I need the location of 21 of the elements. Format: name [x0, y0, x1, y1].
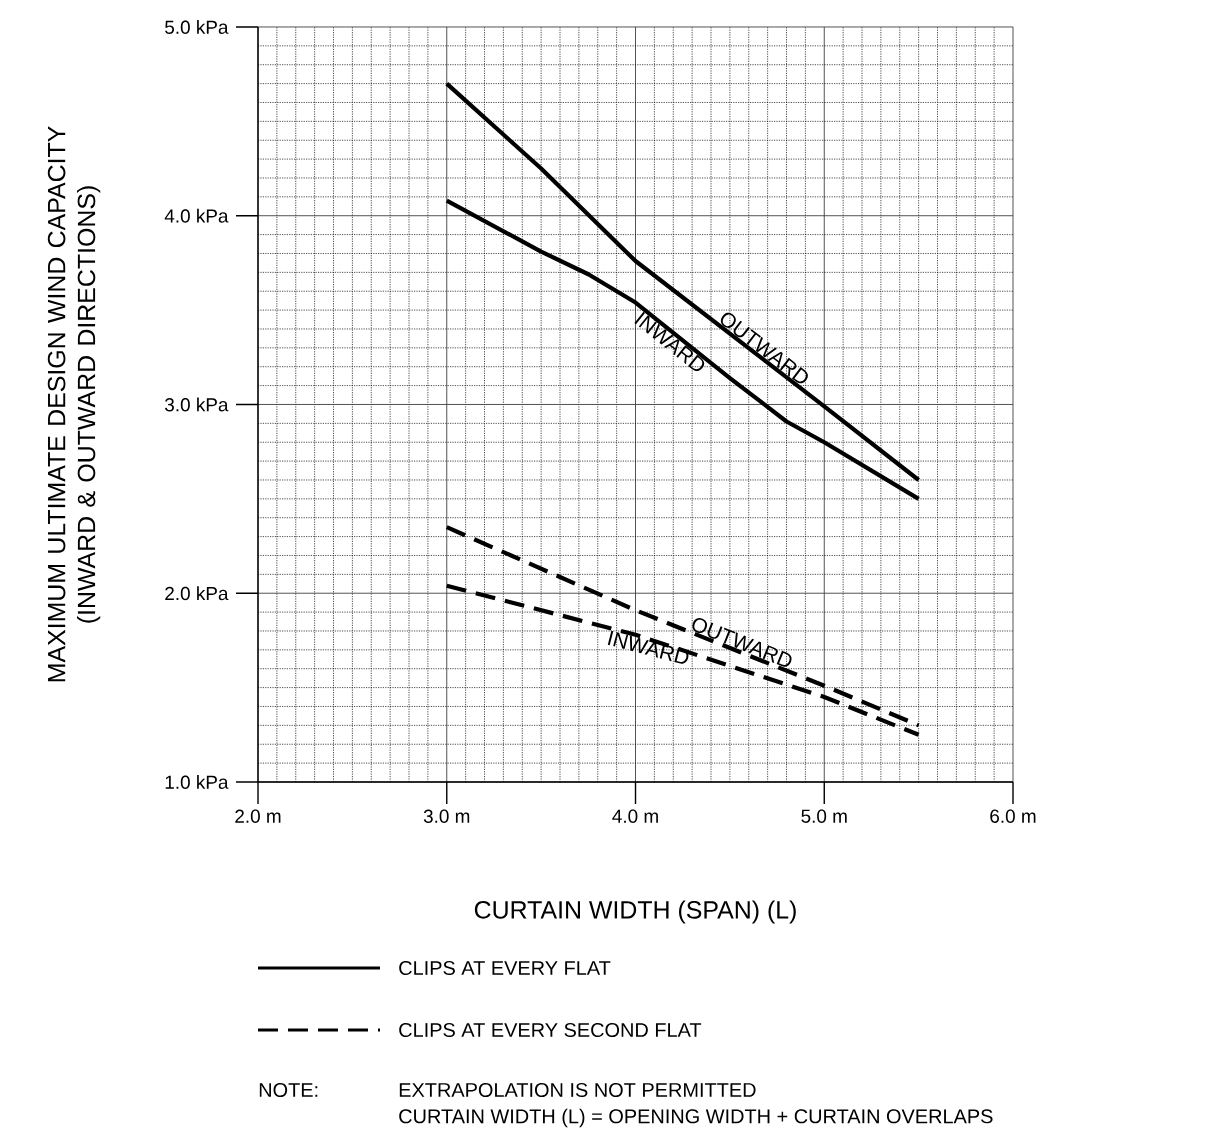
- y-tick-label: 5.0 kPa: [165, 20, 229, 34]
- text: CLIPS AT EVERY FLAT: [399, 960, 611, 976]
- y-axis-title: MAXIMUM ULTIMATE DESIGN WIND CAPACITY (INWARD & OUTWARD DIRECTIONS): [47, 126, 101, 682]
- x-axis-title: CURTAIN WIDTH (SPAN) (L): [474, 900, 796, 924]
- line-series: [444, 525, 921, 728]
- x-tick-label: 6.0 m: [990, 809, 1036, 823]
- text: CLIPS AT EVERY SECOND FLAT: [399, 1022, 702, 1038]
- line-series: [444, 81, 921, 483]
- text: NOTE:: [259, 1082, 318, 1098]
- x-tick-label: 2.0 m: [235, 809, 281, 823]
- y-tick-label: 4.0 kPa: [164, 208, 229, 223]
- x-tick-label: 3.0 m: [423, 809, 470, 823]
- y-tick-label: 1.0 kPa: [165, 775, 229, 789]
- line-series: [444, 583, 921, 737]
- text: EXTRAPOLATION IS NOT PERMITTED: [399, 1082, 756, 1098]
- line-series: [444, 198, 921, 501]
- y-tick-label: 2.0 kPa: [165, 586, 229, 601]
- text: CURTAIN WIDTH (L) = OPENING WIDTH + CURTAIN OVERLAPS: [399, 1108, 993, 1128]
- y-tick-label: 3.0 kPa: [165, 397, 229, 412]
- x-tick-label: 4.0 m: [612, 809, 658, 823]
- x-tick-label: 5.0 m: [801, 809, 847, 823]
